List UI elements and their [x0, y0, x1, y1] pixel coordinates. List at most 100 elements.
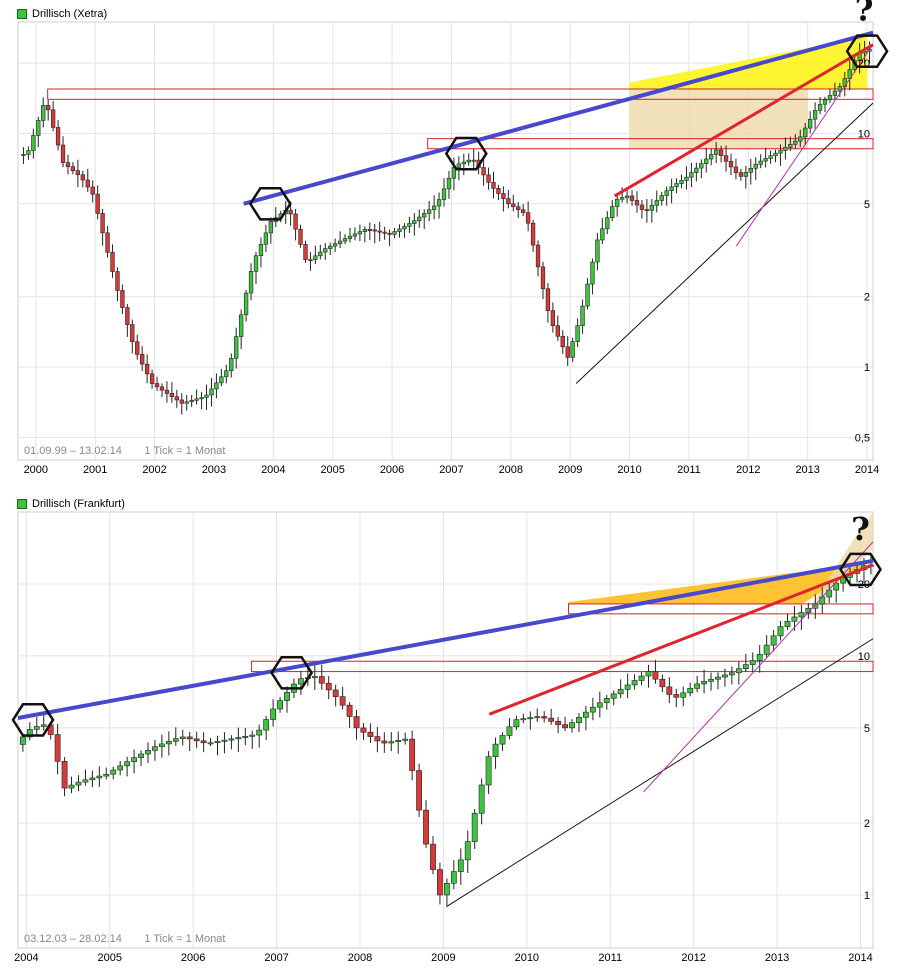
- candle-up: [466, 159, 471, 163]
- candle-up: [82, 779, 89, 783]
- x-tick-label: 2010: [515, 952, 539, 964]
- date-range-label: 03.12.03 – 28.02.14: [24, 933, 122, 945]
- y-tick-label: 1: [864, 362, 870, 374]
- candle-up: [817, 103, 823, 111]
- candle-up: [689, 172, 694, 178]
- x-tick-label: 2003: [202, 464, 226, 476]
- candle-up: [19, 736, 26, 745]
- candle-up: [704, 158, 709, 164]
- x-tick-label: 2007: [264, 952, 288, 964]
- candle-up: [75, 781, 82, 786]
- candle-down: [308, 259, 313, 262]
- red-trendline: [488, 563, 874, 716]
- candle-down: [130, 324, 135, 343]
- candle-down: [339, 696, 346, 706]
- candle-down: [100, 213, 105, 234]
- candle-up: [783, 147, 788, 151]
- y-tick-label: 10: [858, 651, 870, 663]
- candle-down: [46, 105, 51, 111]
- candle-down: [288, 209, 293, 215]
- x-tick-label: 2009: [558, 464, 582, 476]
- resistance-channel: [251, 660, 874, 673]
- candle-up: [209, 388, 214, 396]
- candle-up: [284, 692, 290, 701]
- candle-down: [541, 716, 548, 719]
- candle-down: [555, 325, 560, 337]
- candle-up: [436, 199, 442, 207]
- candle-down: [55, 127, 61, 146]
- candle-up: [798, 136, 803, 142]
- candle-up: [388, 741, 395, 744]
- candle-up: [777, 626, 784, 637]
- x-tick-label: 2006: [380, 464, 404, 476]
- question-mark-annotation: ?: [855, 0, 874, 28]
- resistance-channel: [47, 88, 874, 100]
- candle-up: [694, 167, 699, 173]
- candle-up: [513, 719, 520, 728]
- candle-down: [377, 230, 382, 233]
- y-tick-label: 2: [864, 818, 870, 830]
- candle-up: [699, 163, 704, 169]
- candle-up: [461, 161, 466, 165]
- candle-up: [204, 394, 209, 398]
- candle-up: [610, 206, 615, 218]
- candle-down: [733, 166, 739, 173]
- y-tick-label: 5: [864, 723, 870, 735]
- candle-up: [214, 382, 219, 390]
- candle-down: [381, 740, 388, 744]
- x-tick-label: 2011: [677, 464, 701, 476]
- candle-down: [154, 383, 160, 388]
- candle-up: [576, 717, 582, 723]
- candle-up: [337, 240, 343, 244]
- chart-canvas: ? 1 2 5 10 20 2004 2005 2006 2007 2008 2009 2010 2011…: [11, 510, 882, 964]
- candle-up: [357, 231, 363, 235]
- candle-up: [506, 726, 513, 736]
- candle-up: [431, 205, 437, 210]
- candle-up: [446, 177, 452, 190]
- candle-down: [367, 229, 372, 231]
- candle-up: [749, 660, 756, 665]
- candle-up: [580, 305, 585, 326]
- candle-down: [501, 193, 506, 199]
- candle-up: [234, 336, 239, 359]
- x-tick-label: 2014: [855, 464, 879, 476]
- legend-swatch: [17, 9, 27, 19]
- candle-up: [631, 680, 638, 686]
- candle-down: [423, 809, 429, 845]
- candle-up: [36, 120, 41, 136]
- candle-down: [560, 335, 565, 348]
- candle-up: [456, 163, 462, 168]
- candle-up: [395, 740, 402, 743]
- y-tick-label: 10: [858, 128, 870, 140]
- candle-down: [430, 843, 436, 870]
- candle-up: [778, 150, 783, 154]
- candle-up: [31, 135, 36, 151]
- y-tick-label: 20: [858, 579, 870, 591]
- candle-down: [179, 399, 184, 404]
- x-tick-label: 2007: [439, 464, 463, 476]
- candle-up: [624, 195, 630, 198]
- candle-down: [186, 736, 193, 740]
- candle-down: [110, 251, 115, 272]
- y-tick-label: 20: [858, 58, 870, 70]
- hexagon-marker: [270, 655, 314, 690]
- hexagon-marker: [839, 552, 882, 587]
- candle-up: [457, 859, 464, 872]
- resistance-channel: [427, 138, 874, 150]
- candle-down: [382, 231, 387, 234]
- candle-down: [562, 724, 568, 729]
- candle-up: [603, 697, 610, 704]
- candle-down: [298, 228, 303, 245]
- candle-up: [189, 400, 194, 403]
- x-tick-label: 2008: [348, 952, 372, 964]
- support-trendline: [575, 102, 874, 384]
- candle-up: [277, 700, 283, 710]
- candle-up: [33, 726, 40, 730]
- candle-down: [303, 244, 308, 260]
- candle-down: [360, 727, 367, 733]
- candle-up: [199, 397, 204, 400]
- candle-up: [492, 743, 499, 758]
- candle-up: [763, 644, 770, 655]
- candle-up: [417, 216, 422, 222]
- candle-up: [96, 775, 103, 779]
